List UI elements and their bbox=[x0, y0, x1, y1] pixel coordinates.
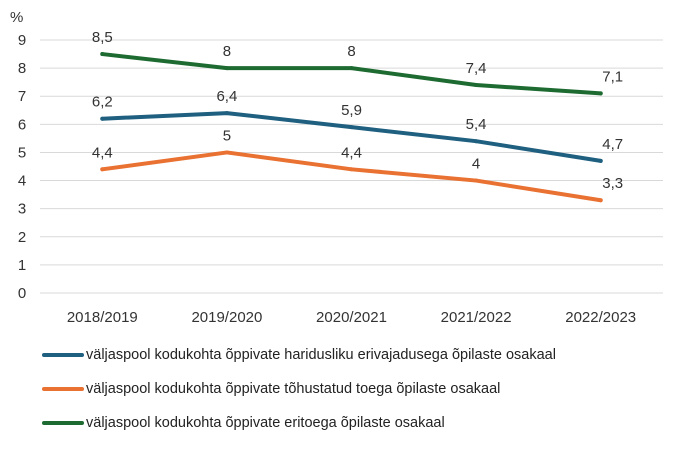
y-tick-label: 3 bbox=[18, 201, 26, 218]
x-tick-label: 2018/2019 bbox=[67, 309, 138, 326]
data-point bbox=[598, 91, 603, 96]
data-point bbox=[598, 158, 603, 163]
x-tick-label: 2020/2021 bbox=[316, 309, 387, 326]
data-label: 8,5 bbox=[92, 29, 113, 46]
data-label: 5,4 bbox=[466, 116, 487, 133]
data-point bbox=[224, 150, 229, 155]
data-label: 4,4 bbox=[92, 144, 113, 161]
y-tick-label: 6 bbox=[18, 116, 26, 133]
y-tick-label: 0 bbox=[18, 285, 26, 302]
data-point bbox=[349, 167, 354, 172]
data-point bbox=[598, 198, 603, 203]
legend-item: väljaspool kodukohta õppivate tõhustatud… bbox=[42, 381, 500, 397]
legend-label: väljaspool kodukohta õppivate hariduslik… bbox=[86, 347, 556, 363]
data-label: 3,3 bbox=[602, 175, 623, 192]
data-point bbox=[224, 66, 229, 71]
x-tick-label: 2021/2022 bbox=[441, 309, 512, 326]
data-point bbox=[349, 66, 354, 71]
data-point bbox=[224, 111, 229, 116]
data-point bbox=[100, 167, 105, 172]
data-label: 4,4 bbox=[341, 144, 362, 161]
y-tick-label: 1 bbox=[18, 257, 26, 274]
x-tick-label: 2022/2023 bbox=[565, 309, 636, 326]
data-label: 5,9 bbox=[341, 102, 362, 119]
data-label: 7,1 bbox=[602, 68, 623, 85]
data-point bbox=[474, 178, 479, 183]
data-point bbox=[474, 82, 479, 87]
legend-swatch bbox=[42, 353, 84, 357]
y-tick-label: 9 bbox=[18, 32, 26, 49]
data-label: 8 bbox=[223, 43, 231, 60]
y-tick-label: 4 bbox=[18, 173, 26, 190]
y-tick-label: 8 bbox=[18, 60, 26, 77]
data-point bbox=[100, 52, 105, 57]
data-point bbox=[474, 139, 479, 144]
legend-swatch bbox=[42, 387, 84, 391]
data-point bbox=[349, 125, 354, 130]
y-tick-label: 2 bbox=[18, 229, 26, 246]
data-label: 7,4 bbox=[466, 60, 487, 77]
data-label: 6,4 bbox=[216, 88, 237, 105]
data-point bbox=[100, 116, 105, 121]
y-tick-label: 5 bbox=[18, 144, 26, 161]
y-tick-label: 7 bbox=[18, 88, 26, 105]
y-axis-label: % bbox=[10, 9, 23, 26]
data-label: 4,7 bbox=[602, 136, 623, 153]
data-label: 5 bbox=[223, 127, 231, 144]
legend-swatch bbox=[42, 421, 84, 425]
legend-item: väljaspool kodukohta õppivate hariduslik… bbox=[42, 347, 556, 363]
data-label: 4 bbox=[472, 156, 480, 173]
data-label: 6,2 bbox=[92, 94, 113, 111]
legend-label: väljaspool kodukohta õppivate tõhustatud… bbox=[86, 381, 501, 397]
legend-item: väljaspool kodukohta õppivate eritoega õ… bbox=[42, 415, 445, 431]
x-tick-label: 2019/2020 bbox=[191, 309, 262, 326]
line-chart: % 0 1 2 3 4 5 6 7 8 9 2018/2019 2019/2020 2020/2021 2… bbox=[10, 9, 663, 326]
legend-label: väljaspool kodukohta õppivate eritoega õ… bbox=[86, 415, 445, 431]
data-label: 8 bbox=[347, 43, 355, 60]
